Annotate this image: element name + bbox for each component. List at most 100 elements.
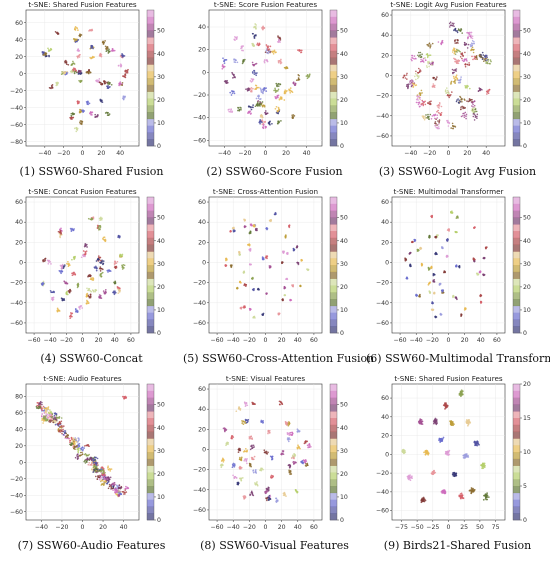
scatter-point	[407, 84, 409, 87]
scatter-point	[84, 242, 87, 245]
scatter-point	[483, 60, 485, 62]
scatter-point	[454, 80, 456, 82]
scatter-point	[48, 49, 51, 52]
scatter-point	[269, 120, 271, 123]
chart-title: t-SNE: Logit Avg Fusion Features	[390, 0, 507, 9]
scatter-point	[479, 270, 482, 273]
scatter-point	[256, 86, 259, 89]
scatter-point	[250, 78, 253, 80]
scatter-point	[240, 456, 243, 459]
scatter-point	[256, 481, 258, 483]
scatter-point	[41, 51, 44, 54]
scatter-point	[442, 404, 445, 407]
scatter-point	[253, 37, 256, 39]
scatter-point	[465, 113, 468, 116]
scatter-point	[453, 71, 455, 74]
scatter-point	[229, 230, 232, 233]
scatter-point	[104, 45, 107, 48]
scatter-point	[106, 81, 108, 84]
scatter-point	[103, 292, 106, 295]
colorbar-segment	[147, 203, 154, 211]
scatter-point	[81, 307, 84, 309]
scatter-point	[255, 97, 258, 100]
scatter-point	[79, 120, 82, 122]
scatter-point	[253, 73, 256, 76]
scatter-point	[90, 463, 93, 466]
colorbar-segment	[330, 50, 337, 58]
scatter-point	[454, 68, 456, 71]
colorbar-segment	[330, 44, 337, 52]
scatter-point	[475, 116, 477, 118]
colorbar-tick-label: 20	[340, 97, 348, 104]
scatter-point	[71, 272, 73, 275]
scatter-point	[83, 255, 85, 257]
scatter-point	[454, 51, 456, 54]
scatter-point	[291, 454, 294, 457]
scatter-point	[241, 62, 244, 65]
panel-caption: (4) SSW60-Concat	[40, 352, 143, 365]
grid	[209, 10, 322, 146]
scatter-point	[298, 49, 301, 51]
scatter-point	[422, 57, 425, 60]
scatter-point	[111, 48, 114, 50]
scatter-point	[95, 464, 98, 467]
scatter-point	[114, 261, 117, 263]
scatter-point	[51, 296, 54, 299]
scatter-point	[108, 50, 111, 53]
scatter-point	[420, 89, 423, 92]
scatter-point	[82, 448, 84, 451]
scatter-point	[418, 75, 420, 77]
points	[41, 26, 129, 133]
scatter-point	[222, 57, 224, 60]
colorbar-segment	[330, 125, 337, 133]
x-tick-label: 20	[278, 337, 286, 344]
scatter-point	[306, 77, 309, 80]
scatter-point	[230, 94, 233, 96]
scatter-point	[432, 420, 435, 423]
colorbar-segment	[147, 91, 154, 99]
scatter-point	[455, 75, 457, 78]
scatter-point	[285, 495, 287, 497]
scatter-point	[471, 40, 474, 42]
scatter-point	[235, 37, 238, 39]
scatter-point	[457, 62, 460, 65]
scatter-point	[286, 67, 288, 69]
scatter-point	[455, 68, 458, 70]
scatter-point	[113, 484, 116, 487]
scatter-point	[480, 55, 482, 57]
scatter-point	[116, 287, 119, 289]
scatter-point	[124, 70, 127, 73]
panel-caption: (2) SSW60-Score Fusion	[206, 165, 343, 178]
scatter-point	[75, 130, 78, 133]
scatter-point	[71, 440, 74, 443]
scatter-point	[220, 466, 223, 469]
scatter-point	[82, 449, 84, 452]
scatter-point	[102, 290, 105, 292]
colorbar-tick-label: 30	[157, 448, 165, 455]
scatter-point	[65, 436, 67, 438]
scatter-point	[409, 251, 412, 254]
scatter-point	[271, 455, 274, 458]
scatter-point	[47, 408, 49, 411]
scatter-point	[108, 83, 111, 85]
scatter-point	[74, 456, 77, 459]
scatter-point	[402, 76, 405, 79]
scatter-point	[409, 80, 412, 82]
scatter-point	[252, 72, 254, 74]
scatter-point	[277, 61, 280, 64]
scatter-point	[287, 424, 290, 427]
y-tick-label: 20	[15, 239, 23, 246]
scatter-point	[281, 262, 283, 264]
scatter-point	[446, 255, 449, 257]
chart-title: t-SNE: Cross-Attention Fusion	[213, 187, 318, 196]
scatter-point	[454, 125, 456, 127]
scatter-point	[459, 51, 461, 53]
scatter-point	[77, 446, 79, 448]
scatter-point	[258, 103, 260, 106]
scatter-point	[46, 410, 48, 412]
scatter-point	[57, 422, 59, 425]
scatter-point	[231, 111, 233, 114]
scatter-point	[408, 83, 410, 85]
scatter-point	[71, 258, 73, 261]
